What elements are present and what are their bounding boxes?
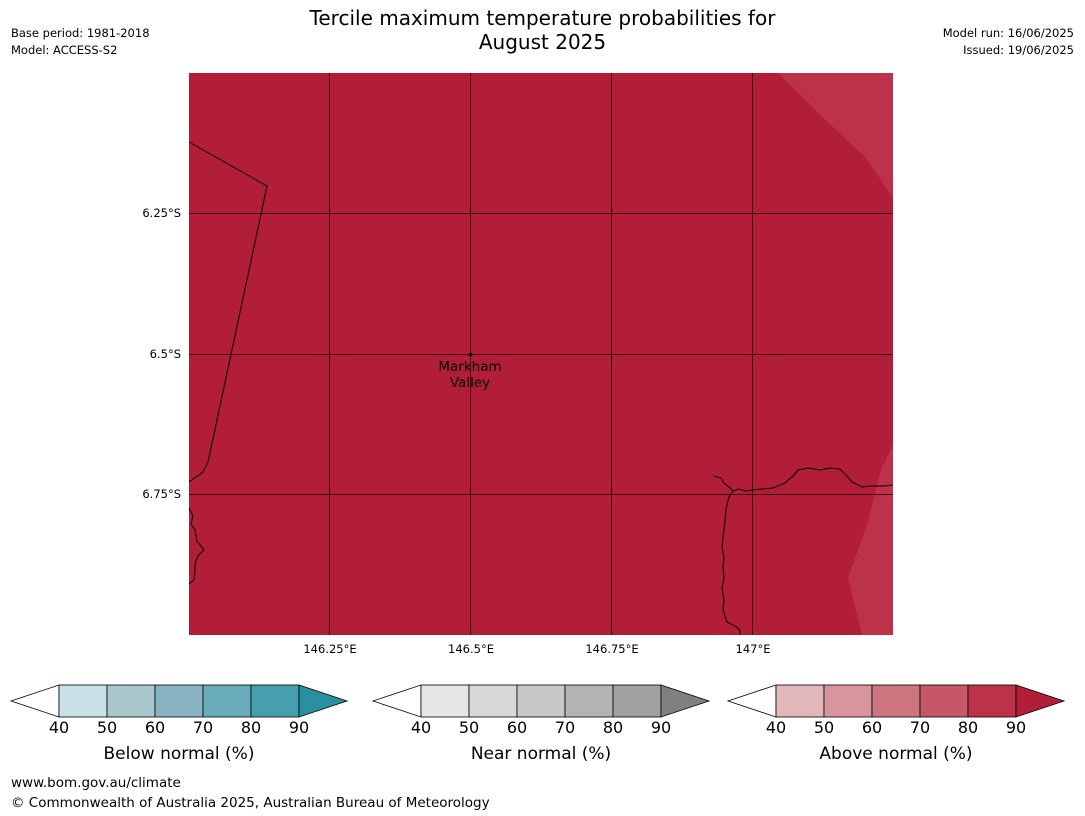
- longitude-label-2: 146.5°E: [448, 642, 494, 656]
- near-normal-arrow-low: [371, 684, 422, 718]
- below-normal-tick-label: 80: [240, 718, 262, 737]
- footer-copyright: © Commonwealth of Australia 2025, Austra…: [11, 795, 490, 811]
- north-coastline: [732, 467, 894, 492]
- above-normal-tick-label: 60: [861, 718, 883, 737]
- place-label: Markham Valley: [420, 359, 520, 391]
- near-normal-swatch-5: [612, 684, 662, 718]
- near-normal-swatch-1: [420, 684, 470, 718]
- above-normal-tick-label: 50: [813, 718, 835, 737]
- longitude-label-3: 146.75°E: [585, 642, 639, 656]
- below-normal-swatch-5: [250, 684, 300, 718]
- huon-gulf-coastline: [713, 475, 741, 635]
- model-name: Model: ACCESS-S2: [11, 43, 118, 57]
- place-marker: [468, 352, 473, 357]
- longitude-label-4: 147°E: [735, 642, 771, 656]
- below-normal-swatch-1: [58, 684, 108, 718]
- below-normal-tick-label: 70: [192, 718, 214, 737]
- probability-fill-80-southeast: [848, 445, 893, 635]
- below-normal-tick-label: 90: [288, 718, 310, 737]
- place-name-line-1: Markham: [438, 359, 502, 375]
- title-line-2: August 2025: [478, 30, 607, 54]
- above-normal-colorbar: [726, 684, 1066, 718]
- near-normal-tick-label: 80: [602, 718, 624, 737]
- above-normal-swatch-4: [919, 684, 969, 718]
- latitude-label-1: 6.25°S: [142, 206, 181, 220]
- map-title: Tercile maximum temperature probabilitie…: [0, 6, 1085, 54]
- near-normal-label: Near normal (%): [470, 744, 612, 764]
- above-normal-swatch-5: [967, 684, 1017, 718]
- above-normal-swatch-3: [871, 684, 921, 718]
- base-period: Base period: 1981-2018: [11, 26, 150, 40]
- above-normal-label: Above normal (%): [819, 744, 973, 764]
- near-normal-tick-label: 90: [650, 718, 672, 737]
- below-normal-colorbar: [9, 684, 349, 718]
- above-normal-swatch-2: [823, 684, 873, 718]
- below-normal-label: Below normal (%): [103, 744, 255, 764]
- near-normal-swatch-2: [468, 684, 518, 718]
- model-run: Model run: 16/06/2025: [942, 26, 1074, 40]
- title-line-1: Tercile maximum temperature probabilitie…: [309, 6, 776, 30]
- near-normal-colorbar: [371, 684, 711, 718]
- above-normal-tick-label: 90: [1005, 718, 1027, 737]
- place-name-line-2: Valley: [449, 375, 491, 391]
- above-normal-tick-label: 80: [957, 718, 979, 737]
- above-normal-swatch-1: [775, 684, 825, 718]
- province-boundary: [188, 141, 268, 483]
- near-normal-colorbar-svg: [371, 684, 711, 718]
- near-normal-swatch-3: [516, 684, 566, 718]
- above-normal-arrow-high: [1015, 684, 1066, 718]
- near-normal-tick-label: 40: [410, 718, 432, 737]
- below-normal-swatch-2: [106, 684, 156, 718]
- near-normal-swatch-4: [564, 684, 614, 718]
- latitude-label-2: 6.5°S: [149, 347, 181, 361]
- boundaries: [188, 141, 894, 635]
- above-normal-tick-label: 40: [765, 718, 787, 737]
- below-normal-tick-label: 40: [48, 718, 70, 737]
- above-normal-colorbar-svg: [726, 684, 1066, 718]
- meta-left: Base period: 1981-2018 Model: ACCESS-S2: [11, 25, 150, 59]
- above-normal-tick-label: 70: [909, 718, 931, 737]
- below-normal-arrow-low: [9, 684, 60, 718]
- below-normal-colorbar-svg: [9, 684, 349, 718]
- probability-fill-80-northeast: [778, 73, 893, 198]
- meta-right: Model run: 16/06/2025 Issued: 19/06/2025: [943, 25, 1074, 59]
- below-normal-swatch-3: [154, 684, 204, 718]
- graticule: [189, 73, 893, 635]
- near-normal-arrow-high: [660, 684, 711, 718]
- below-normal-tick-label: 60: [144, 718, 166, 737]
- below-normal-arrow-high: [298, 684, 349, 718]
- near-normal-tick-label: 70: [554, 718, 576, 737]
- below-normal-tick-label: 50: [96, 718, 118, 737]
- latitude-label-3: 6.75°S: [142, 487, 181, 501]
- near-normal-tick-label: 50: [458, 718, 480, 737]
- longitude-label-1: 146.25°E: [303, 642, 357, 656]
- footer-url: www.bom.gov.au/climate: [11, 775, 181, 791]
- above-normal-arrow-low: [726, 684, 777, 718]
- near-normal-tick-label: 60: [506, 718, 528, 737]
- below-normal-swatch-4: [202, 684, 252, 718]
- issued-date: Issued: 19/06/2025: [963, 43, 1074, 57]
- west-coastline: [188, 507, 205, 585]
